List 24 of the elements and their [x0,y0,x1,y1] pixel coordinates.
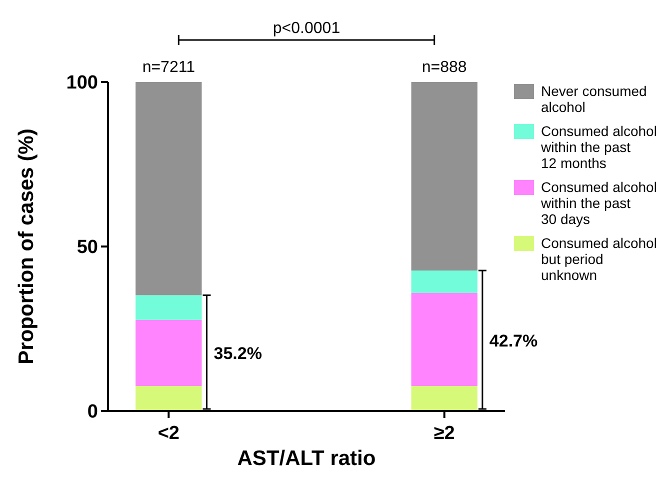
legend-label: Consumed alcohol but period unknown [541,235,657,283]
annotation: n=888 [422,59,467,76]
bar [411,386,478,411]
bar [411,292,478,386]
bar [136,295,202,320]
x-axis-title: AST/ALT ratio [237,447,376,470]
x-tick-label: ≥2 [434,423,455,444]
annotation: n=7211 [142,59,196,76]
annotation: 35.2% [214,344,262,364]
text: p<0.0001 [272,20,340,37]
annotation: 42.7% [489,332,538,351]
bar [136,82,202,296]
y-tick-label: 100 [66,72,98,94]
legend-label: Consumed alcohol within the past 30 days [540,179,657,227]
x-tick-label: <2 [158,423,180,444]
bar [411,82,478,271]
legend-label: Consumed alcohol within the past 12 months [540,123,657,171]
bar [411,270,478,293]
y-axis-title: Proportion of cases (%) [15,128,38,364]
legend-label: Never consumed alcohol [541,83,647,115]
y-tick-label: 0 [87,402,98,423]
y-tick-label: 50 [76,237,98,258]
bar [136,320,202,386]
bar [136,386,202,411]
